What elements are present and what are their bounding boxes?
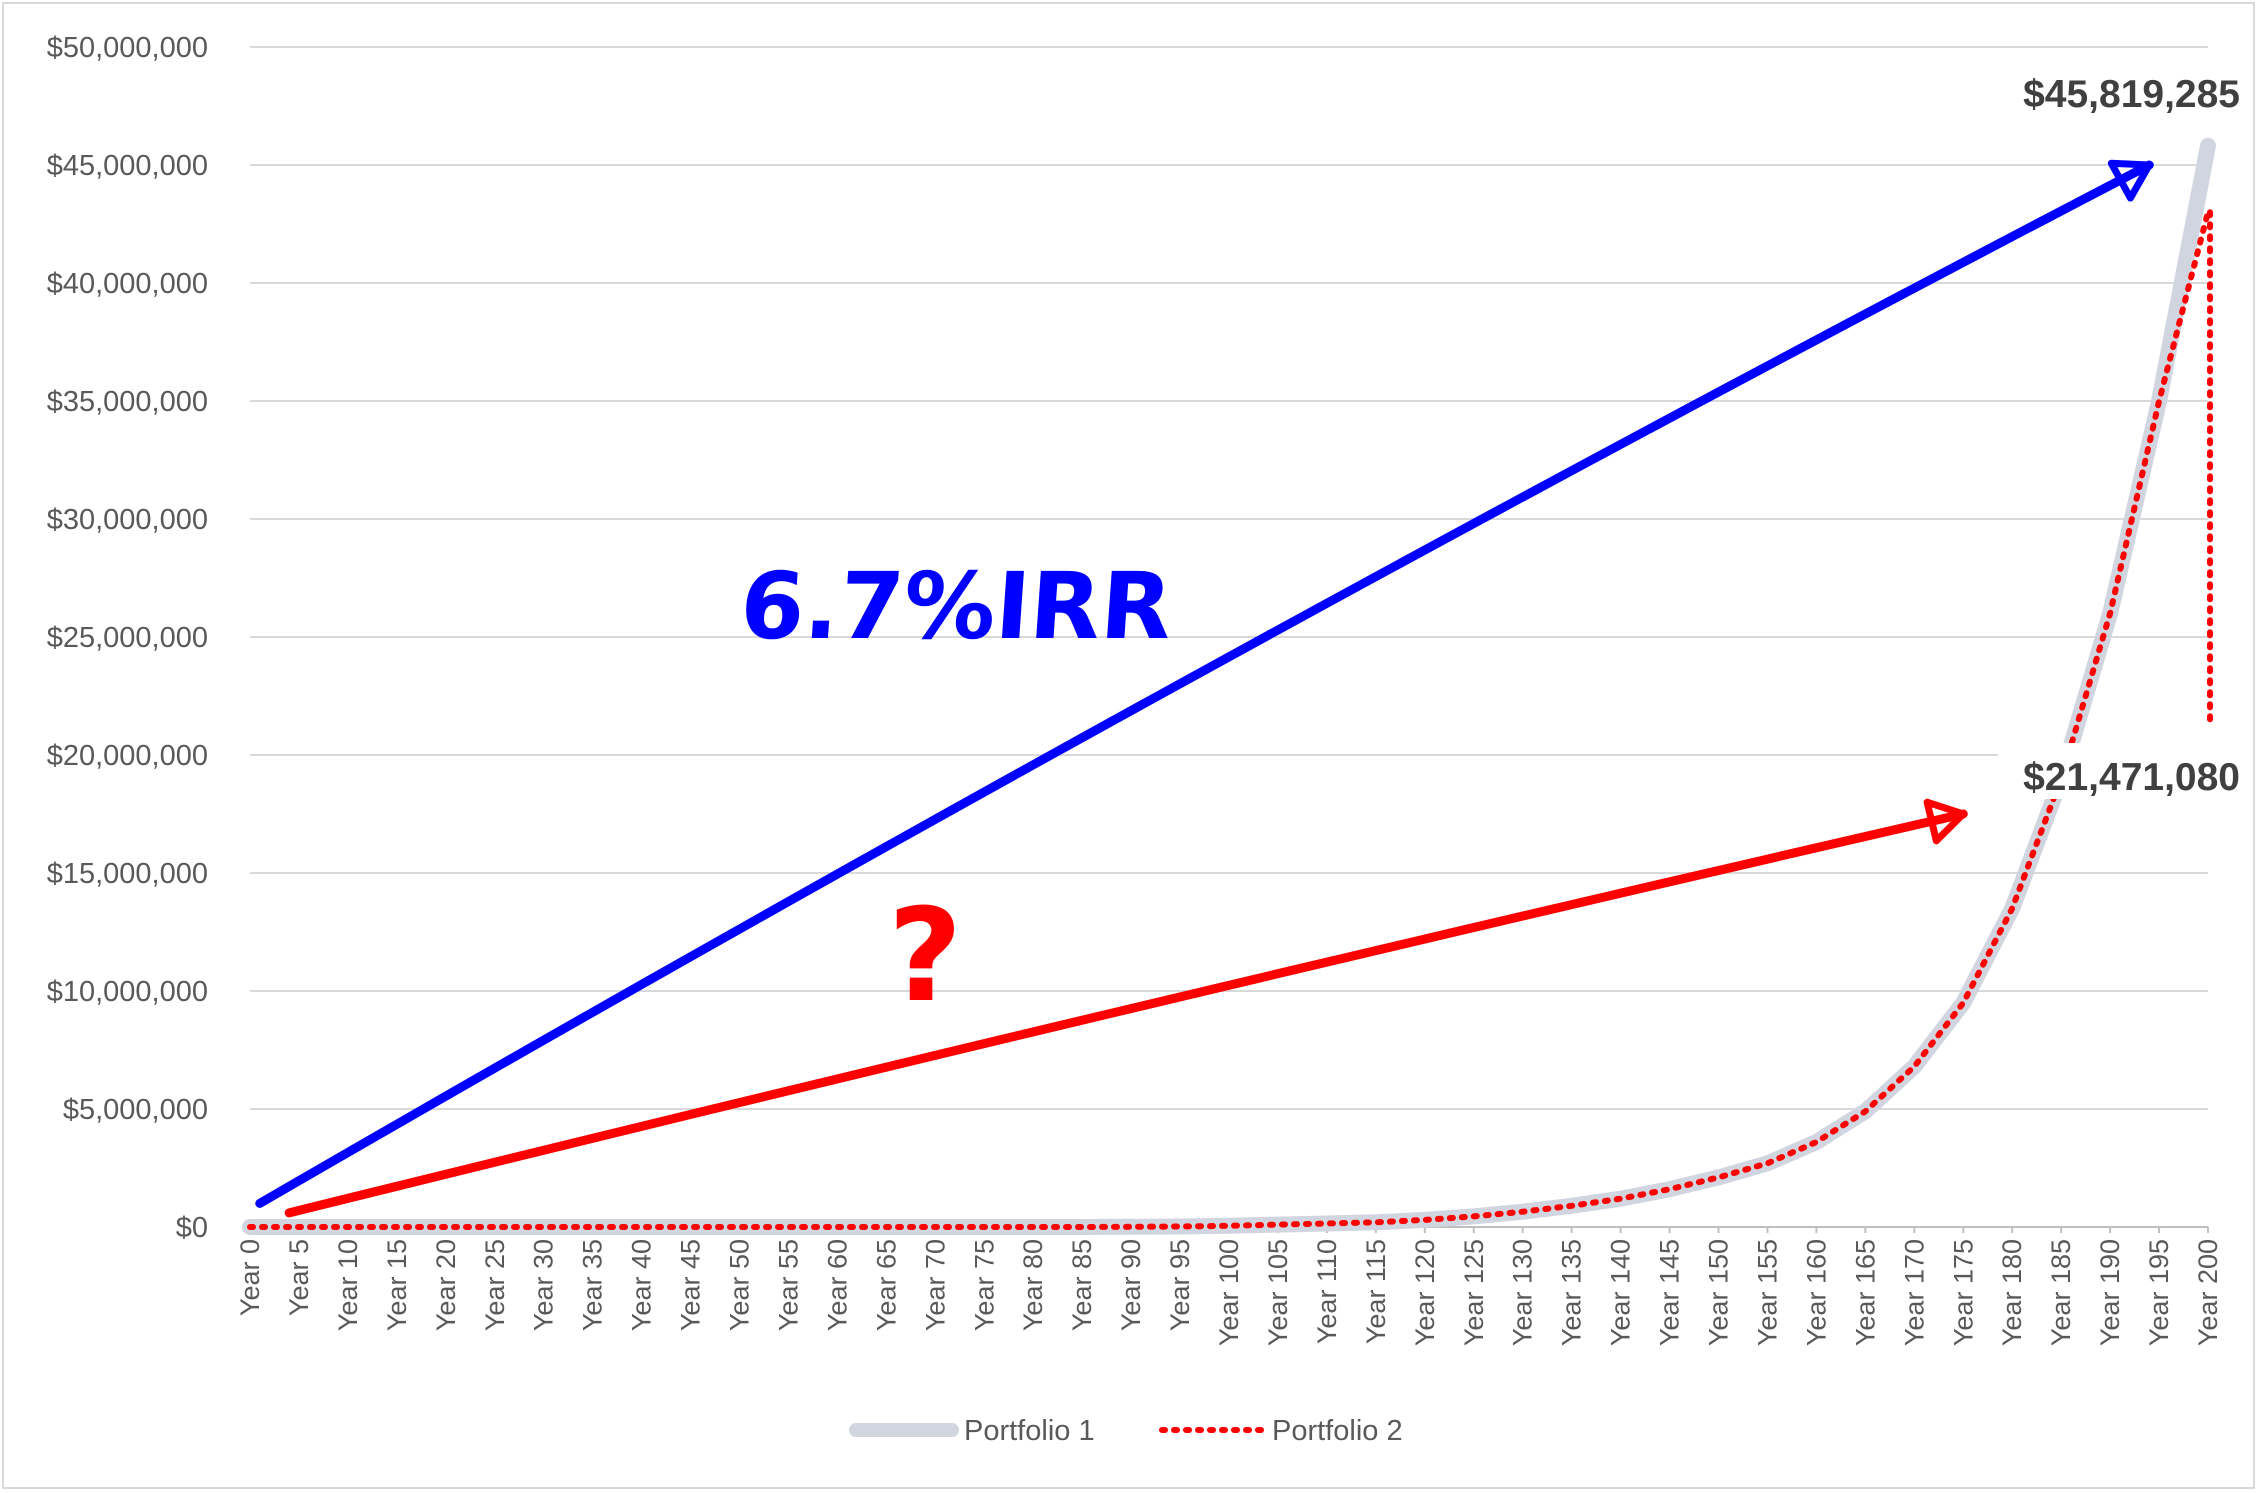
- x-tick-label: Year 60: [822, 1239, 852, 1331]
- hand-arrow-line: [255, 160, 2154, 1208]
- y-tick-label: $10,000,000: [47, 976, 208, 1008]
- gridlines: [250, 46, 2208, 1228]
- x-tick-label: Year 70: [920, 1239, 950, 1331]
- y-tick-label: $5,000,000: [63, 1094, 208, 1126]
- x-tick-label: Year 150: [1704, 1239, 1734, 1346]
- y-tick-label: $50,000,000: [47, 32, 208, 64]
- legend: Portfolio 1 Portfolio 2: [849, 1415, 1403, 1447]
- x-tick-label: Year 40: [627, 1239, 657, 1331]
- question-mark-annotation: ?: [888, 882, 962, 1031]
- x-tick-label: Year 15: [382, 1239, 412, 1331]
- x-tick-label: Year 100: [1214, 1239, 1244, 1346]
- y-tick-label: $0: [176, 1212, 208, 1244]
- x-axis-ticks: Year 0 Year 5 Year 10 Year 15 Year 20 Year 25…: [235, 1227, 2223, 1346]
- x-tick-label: Year 155: [1752, 1239, 1782, 1346]
- callout-background: [1998, 743, 2246, 799]
- x-tick-label: Year 85: [1067, 1239, 1097, 1331]
- x-tick-label: Year 185: [2046, 1239, 2076, 1346]
- y-tick-label: $45,000,000: [47, 150, 208, 182]
- x-tick-label: Year 195: [2144, 1239, 2174, 1346]
- value-callouts: $45,819,285 $21,471,080: [1998, 73, 2246, 799]
- y-tick-label: $25,000,000: [47, 622, 208, 654]
- y-tick-label: $30,000,000: [47, 504, 208, 536]
- x-tick-label: Year 170: [1899, 1239, 1929, 1346]
- handwritten-annotations: 6.7%IRR?: [255, 159, 2154, 1218]
- final-value-callout-portfolio-1: $45,819,285: [2023, 73, 2240, 116]
- hand-arrow-line: [284, 809, 1968, 1218]
- y-tick-label: $20,000,000: [47, 740, 208, 772]
- x-tick-label: Year 180: [1997, 1239, 2027, 1346]
- x-tick-label: Year 75: [969, 1239, 999, 1331]
- x-tick-label: Year 90: [1116, 1239, 1146, 1331]
- y-axis-ticks: $0 $5,000,000 $10,000,000 $15,000,000 $20,00…: [47, 32, 208, 1244]
- x-tick-label: Year 10: [333, 1239, 363, 1331]
- irr-annotation: 6.7%IRR: [737, 553, 1176, 660]
- x-tick-label: Year 110: [1312, 1239, 1342, 1344]
- legend-label-portfolio-2: Portfolio 2: [1272, 1415, 1403, 1447]
- x-tick-label: Year 120: [1410, 1239, 1440, 1346]
- x-tick-label: Year 165: [1850, 1239, 1880, 1346]
- y-tick-label: $15,000,000: [47, 858, 208, 890]
- y-tick-label: $40,000,000: [47, 268, 208, 300]
- x-tick-label: Year 25: [480, 1239, 510, 1331]
- x-tick-label: Year 0: [235, 1239, 265, 1316]
- x-tick-label: Year 175: [1948, 1239, 1978, 1346]
- x-tick-label: Year 190: [2095, 1239, 2125, 1346]
- x-tick-label: Year 160: [1801, 1239, 1831, 1346]
- x-tick-label: Year 20: [431, 1239, 461, 1331]
- x-tick-label: Year 50: [725, 1239, 755, 1331]
- x-tick-label: Year 125: [1459, 1239, 1489, 1346]
- series-lines: [242, 137, 2216, 1235]
- x-tick-label: Year 65: [871, 1239, 901, 1331]
- final-value-callout-portfolio-2: $21,471,080: [2023, 756, 2240, 799]
- x-tick-label: Year 115: [1361, 1239, 1391, 1344]
- legend-label-portfolio-1: Portfolio 1: [964, 1415, 1095, 1447]
- hand-arrow-head: [1923, 798, 1967, 845]
- x-tick-label: Year 5: [284, 1239, 314, 1316]
- x-tick-label: Year 140: [1606, 1239, 1636, 1346]
- series-line-portfolio-2: [247, 209, 2211, 1230]
- x-tick-label: Year 95: [1165, 1239, 1195, 1331]
- x-tick-label: Year 135: [1557, 1239, 1587, 1346]
- x-tick-label: Year 145: [1655, 1239, 1685, 1346]
- x-tick-label: Year 35: [578, 1239, 608, 1331]
- x-tick-label: Year 105: [1263, 1239, 1293, 1346]
- x-tick-label: Year 30: [529, 1239, 559, 1331]
- x-tick-label: Year 130: [1508, 1239, 1538, 1346]
- x-tick-label: Year 45: [676, 1239, 706, 1331]
- x-tick-label: Year 80: [1018, 1239, 1048, 1331]
- x-tick-label: Year 200: [2193, 1239, 2223, 1346]
- y-tick-label: $35,000,000: [47, 386, 208, 418]
- hand-arrow-head: [2107, 159, 2153, 202]
- x-tick-label: Year 55: [773, 1239, 803, 1331]
